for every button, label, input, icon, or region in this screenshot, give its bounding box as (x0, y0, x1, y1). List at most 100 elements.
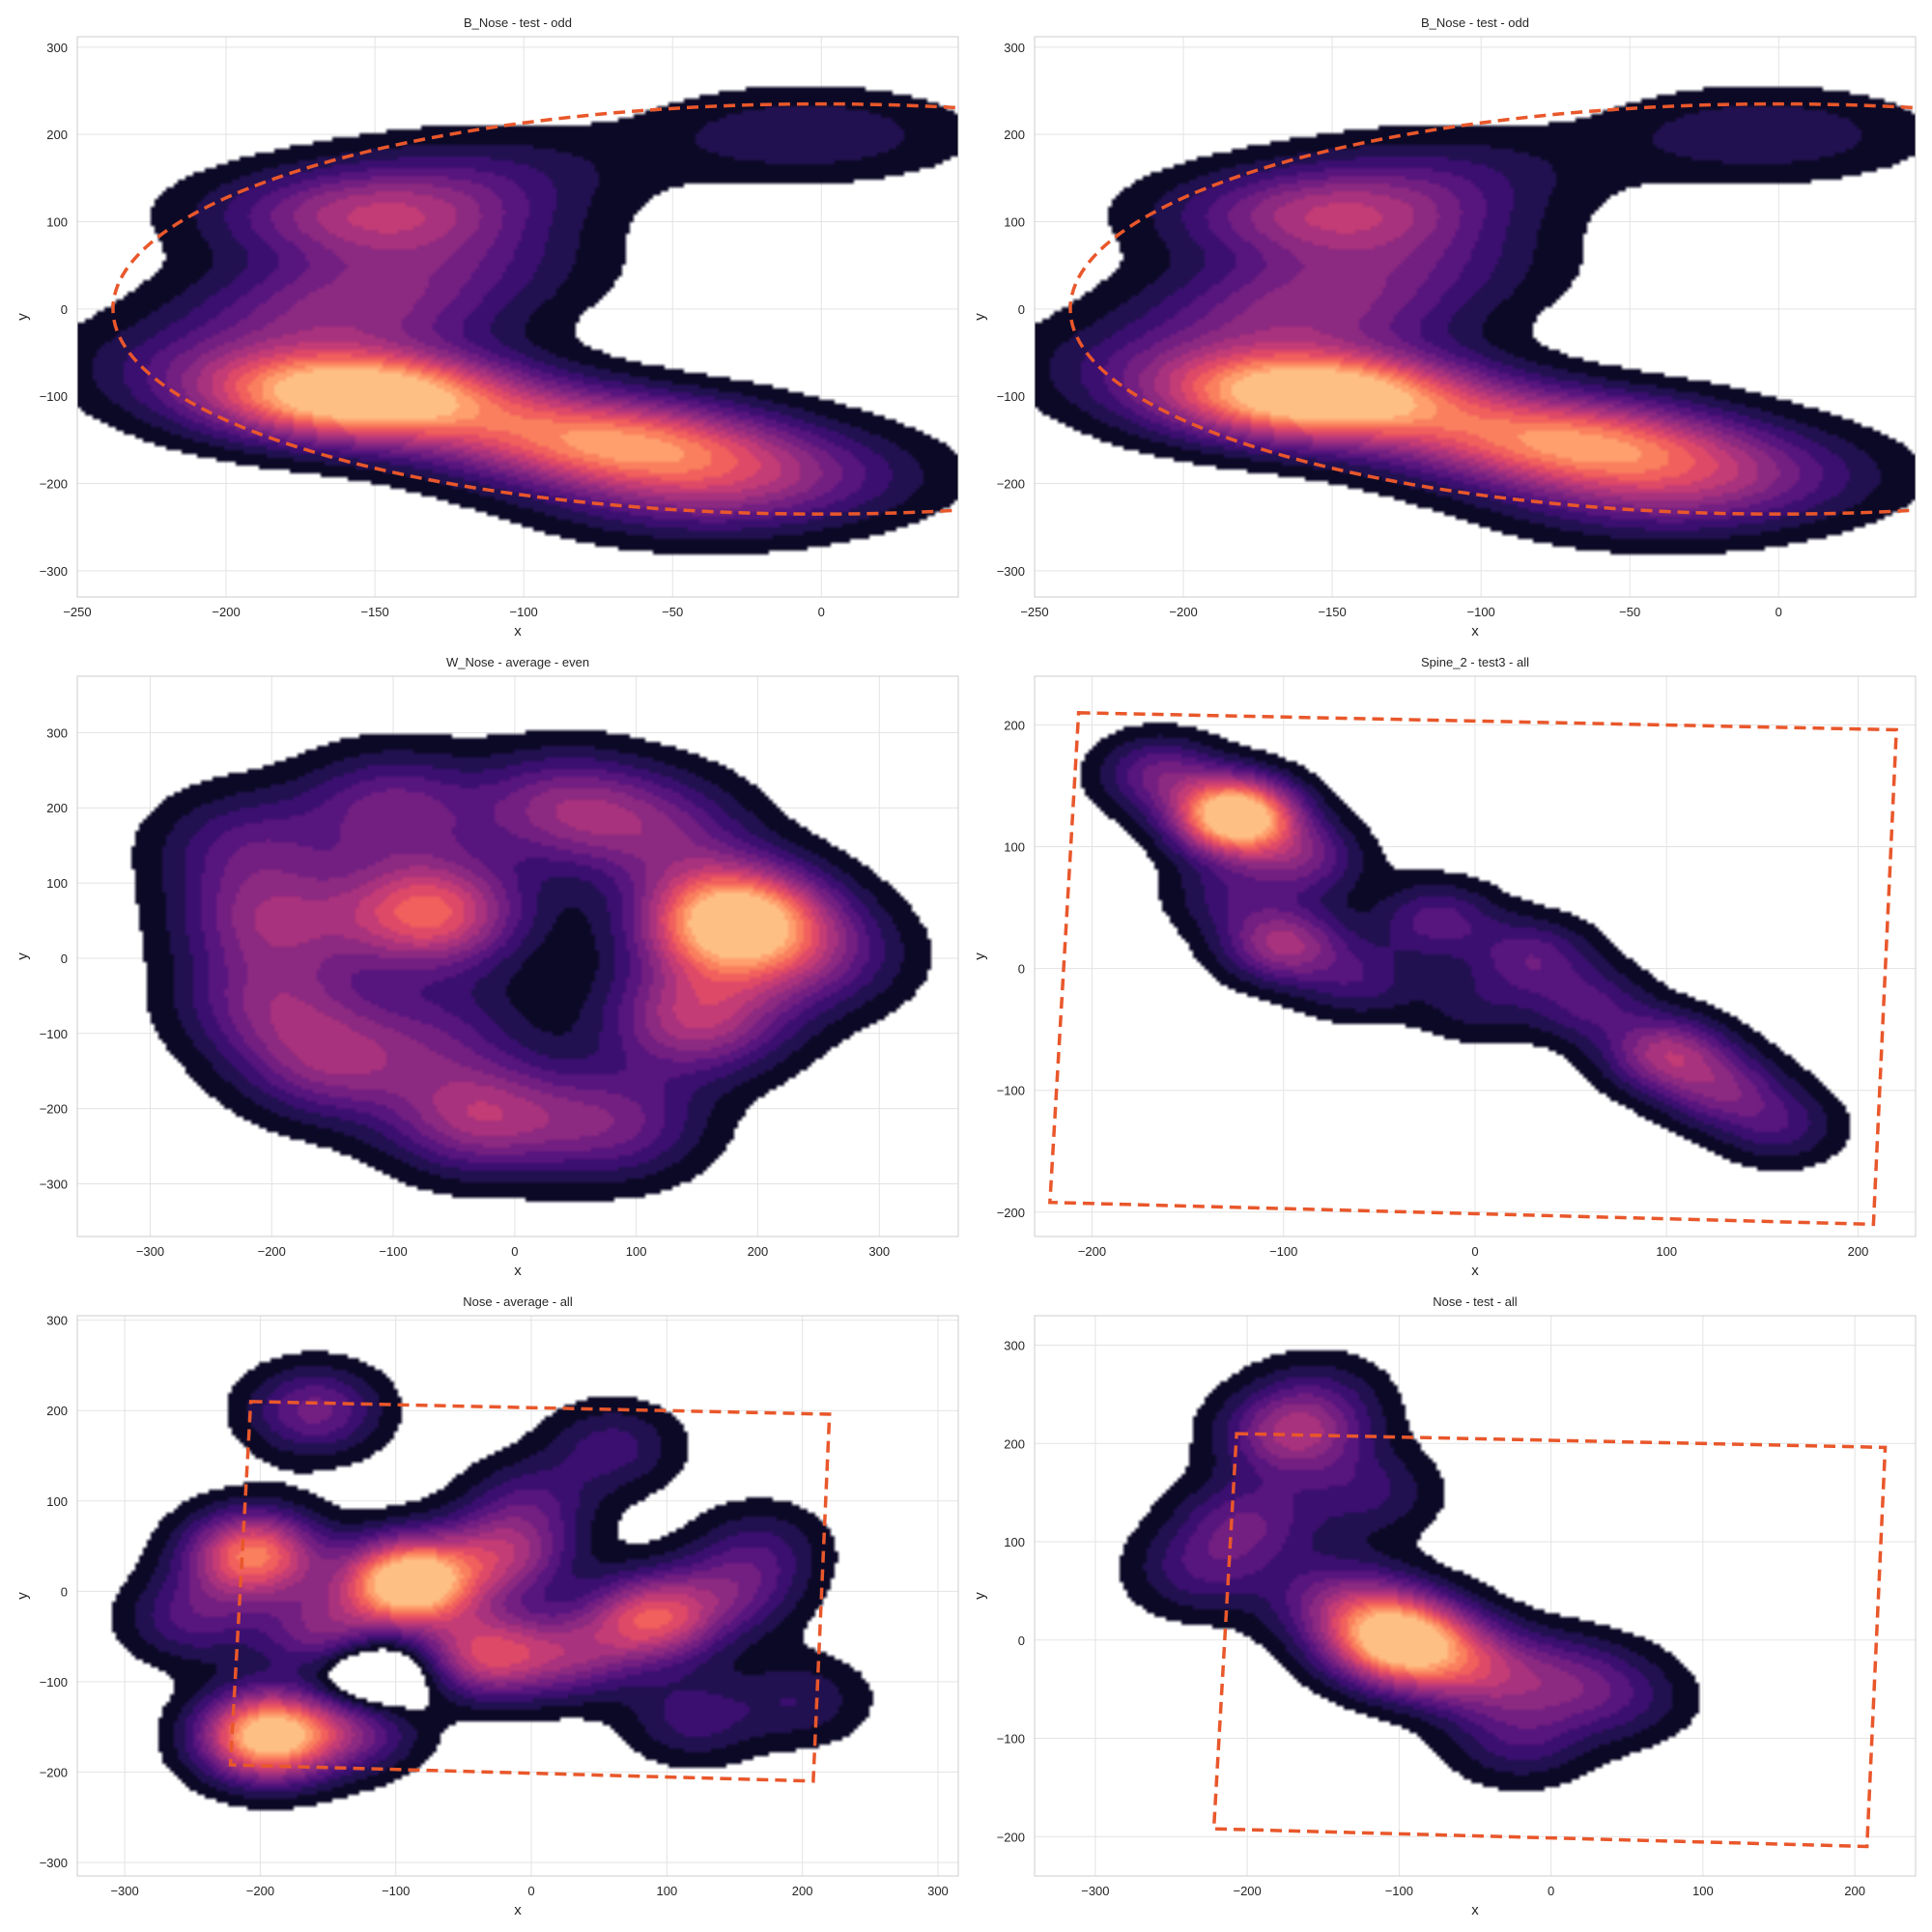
x-tick-label: 100 (1692, 1884, 1714, 1898)
x-axis-label: x (1471, 1902, 1479, 1918)
y-tick-label: 300 (46, 1314, 68, 1328)
x-tick-label: −100 (379, 1244, 407, 1259)
y-axis-label: y (14, 952, 31, 960)
y-tick-label: −200 (40, 477, 68, 492)
x-tick-label: −250 (63, 605, 91, 619)
x-tick-label: −300 (1081, 1884, 1109, 1898)
y-tick-label: 100 (46, 1494, 68, 1509)
boundary-ellipse (1068, 101, 1916, 516)
y-axis-label: y (972, 952, 988, 960)
y-tick-label: −100 (997, 1732, 1025, 1747)
x-tick-label: 200 (792, 1884, 813, 1898)
subplot-title: Nose - test - all (1433, 1294, 1518, 1309)
boundary-ellipse (111, 101, 958, 516)
subplot-grid: −250 −200 −150 −100 −50 0 −300 −200 −100 0 100 200 3… (14, 15, 1917, 1918)
y-tick-label: 0 (61, 952, 68, 966)
x-tick-label: −100 (1269, 1244, 1297, 1259)
x-axis-label: x (1471, 623, 1479, 639)
y-tick-label: 200 (46, 128, 68, 142)
y-tick-label: 100 (46, 876, 68, 891)
x-tick-label: 200 (1844, 1884, 1865, 1898)
x-tick-label: 300 (868, 1244, 890, 1259)
x-tick-label: −300 (110, 1884, 138, 1898)
x-tick-label: −100 (1385, 1884, 1413, 1898)
axes-frame (76, 1315, 959, 1877)
y-axis-label: y (972, 313, 988, 321)
x-tick-label: −150 (1318, 605, 1346, 619)
y-tick-label: −100 (40, 1027, 68, 1041)
subplot-4: −200 −100 0 100 200 −200 −100 0 100 200 x y Spine_2 … (972, 655, 1917, 1279)
y-tick-label: 200 (46, 1404, 68, 1418)
y-tick-label: −200 (40, 1102, 68, 1117)
x-tick-label: −150 (360, 605, 388, 619)
x-tick-label: −200 (246, 1884, 274, 1898)
axes-frame (1034, 1315, 1917, 1877)
x-tick-label: −250 (1020, 605, 1048, 619)
y-tick-label: 200 (1004, 718, 1025, 732)
x-tick-label: 100 (656, 1884, 677, 1898)
y-axis-label: y (972, 1592, 988, 1600)
x-tick-label: −50 (1619, 605, 1640, 619)
x-tick-label: −100 (510, 605, 538, 619)
x-tick-label: −200 (1078, 1244, 1106, 1259)
x-tick-label: 100 (626, 1244, 647, 1259)
x-tick-label: 200 (1848, 1244, 1869, 1259)
y-tick-label: 300 (46, 725, 68, 740)
x-tick-label: 0 (511, 1244, 518, 1259)
y-tick-label: 100 (46, 215, 68, 230)
y-tick-label: −300 (40, 564, 68, 579)
density-contours (1035, 37, 1916, 597)
boundary-polygon (1211, 1432, 1888, 1849)
subplot-6: −300 −200 −100 0 100 200 −200 −100 0 100 200 300 x y N… (972, 1294, 1917, 1918)
x-tick-label: −200 (258, 1244, 286, 1259)
x-tick-label: 0 (818, 605, 825, 619)
subplot-5: −300 −200 −100 0 100 200 300 −300 −200 −100 0 100 20… (14, 1294, 959, 1918)
y-tick-label: 0 (61, 1584, 68, 1599)
density-contours (1035, 676, 1916, 1236)
y-tick-label: 200 (1004, 128, 1025, 142)
subplot-title: B_Nose - test - odd (464, 15, 572, 30)
y-tick-label: −200 (997, 477, 1025, 492)
boundary-overlay (228, 1400, 832, 1783)
y-tick-label: −100 (997, 389, 1025, 404)
boundary-polygon (228, 1400, 832, 1783)
y-tick-label: −200 (997, 1830, 1025, 1844)
density-contours (77, 676, 958, 1236)
boundary-overlay (111, 101, 958, 516)
x-tick-label: 300 (927, 1884, 949, 1898)
x-tick-label: −200 (1233, 1884, 1261, 1898)
y-tick-label: −300 (40, 1178, 68, 1192)
x-axis-label: x (514, 1263, 522, 1279)
x-tick-label: 0 (1776, 605, 1782, 619)
subplot-title: W_Nose - average - even (446, 655, 589, 669)
x-axis-label: x (514, 1902, 522, 1918)
boundary-overlay (1068, 101, 1916, 516)
boundary-polygon (1048, 711, 1899, 1227)
x-tick-label: −100 (1467, 605, 1495, 619)
x-axis-label: x (1471, 1263, 1479, 1279)
y-tick-label: 100 (1004, 840, 1025, 855)
axes-frame (1034, 36, 1917, 598)
axes-frame (76, 36, 959, 598)
y-tick-label: 300 (1004, 1339, 1025, 1353)
y-tick-label: 0 (1018, 962, 1025, 977)
y-axis-label: y (14, 313, 31, 321)
y-tick-label: −100 (40, 389, 68, 404)
y-tick-label: 200 (46, 801, 68, 815)
subplot-1: −250 −200 −150 −100 −50 0 −300 −200 −100 0 100 200 3… (14, 15, 959, 639)
density-contours (77, 1316, 958, 1876)
axes-frame (1034, 675, 1917, 1237)
density-contours (1035, 1316, 1916, 1876)
y-tick-label: −100 (997, 1084, 1025, 1098)
subplot-3: −300 −200 −100 0 100 200 300 −300 −200 −100 0 100 20… (14, 655, 959, 1279)
y-tick-label: 300 (1004, 41, 1025, 55)
subplot-title: Spine_2 - test3 - all (1421, 655, 1529, 669)
y-tick-label: 100 (1004, 1535, 1025, 1549)
boundary-overlay (1211, 1432, 1888, 1849)
x-tick-label: 0 (1471, 1244, 1478, 1259)
x-tick-label: −50 (662, 605, 683, 619)
y-tick-label: 0 (61, 302, 68, 317)
density-contours (77, 37, 958, 597)
y-tick-label: 0 (1018, 1634, 1025, 1648)
